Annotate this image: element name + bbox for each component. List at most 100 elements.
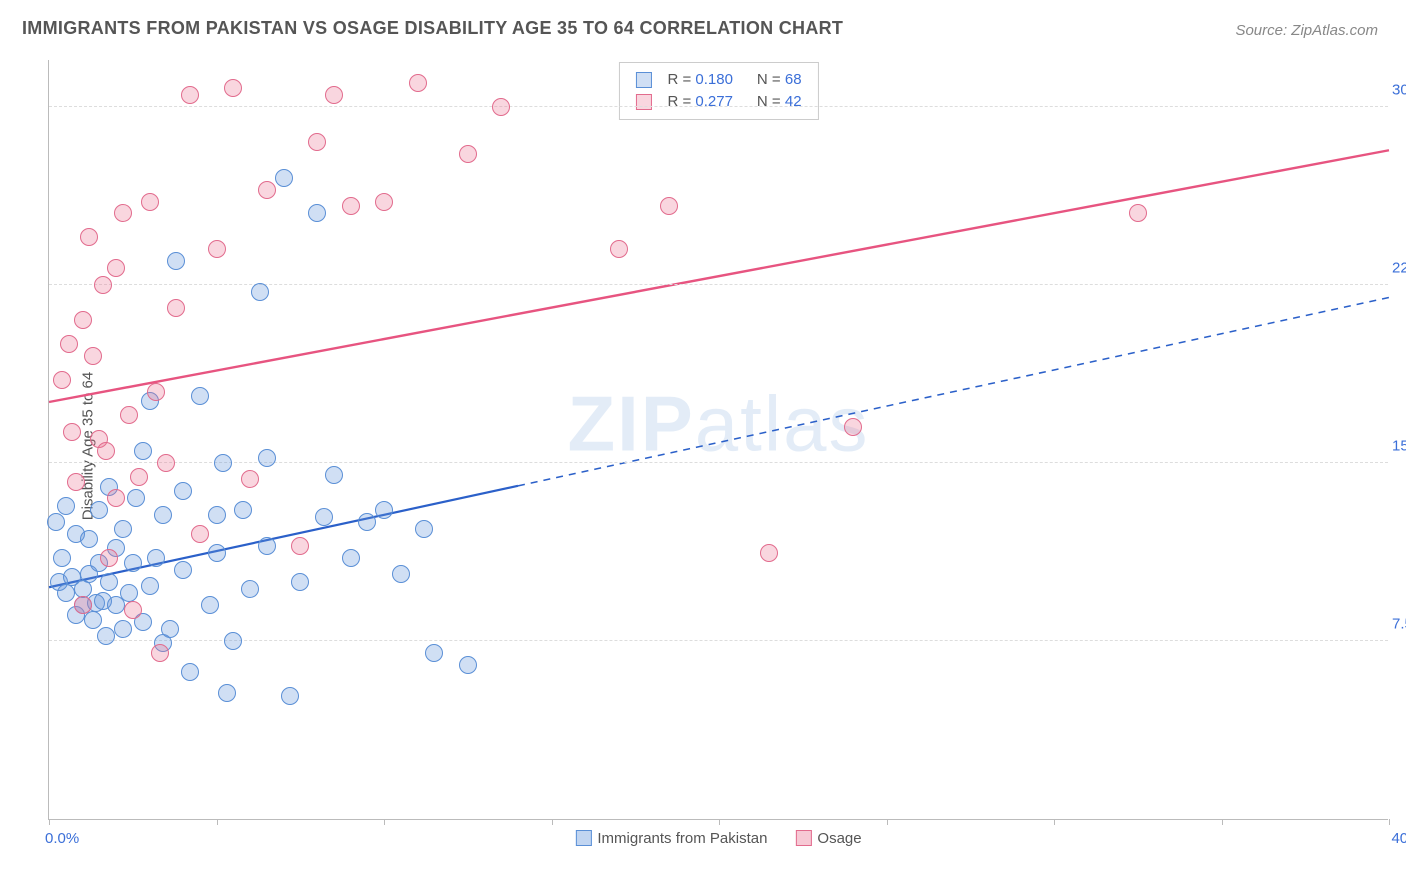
source-label: Source: ZipAtlas.com	[1235, 22, 1378, 39]
data-point	[124, 601, 142, 619]
data-point	[208, 544, 226, 562]
data-point	[241, 580, 259, 598]
data-point	[120, 584, 138, 602]
data-point	[1129, 204, 1147, 222]
data-point	[415, 520, 433, 538]
gridline	[49, 462, 1388, 463]
data-point	[308, 204, 326, 222]
legend-item: Osage	[795, 830, 861, 847]
data-point	[147, 383, 165, 401]
data-point	[114, 520, 132, 538]
scatter-plot: ZIPatlas R = 0.180N = 68R = 0.277N = 42 …	[48, 60, 1388, 820]
data-point	[94, 276, 112, 294]
data-point	[80, 530, 98, 548]
data-point	[74, 596, 92, 614]
data-point	[130, 468, 148, 486]
data-point	[760, 544, 778, 562]
y-tick-label: 30.0%	[1392, 81, 1406, 98]
x-tick-mark	[887, 819, 888, 825]
data-point	[134, 442, 152, 460]
data-point	[342, 197, 360, 215]
data-point	[47, 513, 65, 531]
data-point	[57, 584, 75, 602]
data-point	[57, 497, 75, 515]
x-axis-min-label: 0.0%	[45, 830, 79, 847]
data-point	[63, 423, 81, 441]
data-point	[141, 577, 159, 595]
correlation-legend: R = 0.180N = 68R = 0.277N = 42	[618, 62, 818, 120]
data-point	[325, 86, 343, 104]
data-point	[425, 644, 443, 662]
x-axis-max-label: 40.0%	[1391, 830, 1406, 847]
data-point	[157, 454, 175, 472]
data-point	[342, 549, 360, 567]
data-point	[167, 252, 185, 270]
data-point	[100, 549, 118, 567]
x-tick-mark	[49, 819, 50, 825]
data-point	[610, 240, 628, 258]
data-point	[844, 418, 862, 436]
legend-stat-row: R = 0.180N = 68	[635, 69, 801, 91]
data-point	[174, 482, 192, 500]
data-point	[291, 537, 309, 555]
data-point	[358, 513, 376, 531]
data-point	[181, 663, 199, 681]
data-point	[53, 371, 71, 389]
gridline	[49, 106, 1388, 107]
data-point	[167, 299, 185, 317]
data-point	[107, 259, 125, 277]
data-point	[84, 347, 102, 365]
x-tick-mark	[1054, 819, 1055, 825]
data-point	[74, 311, 92, 329]
data-point	[214, 454, 232, 472]
data-point	[409, 74, 427, 92]
y-tick-label: 15.0%	[1392, 437, 1406, 454]
data-point	[67, 473, 85, 491]
data-point	[147, 549, 165, 567]
data-point	[251, 283, 269, 301]
data-point	[234, 501, 252, 519]
data-point	[208, 506, 226, 524]
legend-item: Immigrants from Pakistan	[575, 830, 767, 847]
x-tick-mark	[217, 819, 218, 825]
data-point	[325, 466, 343, 484]
legend-stat-row: R = 0.277N = 42	[635, 91, 801, 113]
data-point	[241, 470, 259, 488]
data-point	[151, 644, 169, 662]
data-point	[97, 442, 115, 460]
data-point	[275, 169, 293, 187]
data-point	[80, 228, 98, 246]
data-point	[224, 632, 242, 650]
data-point	[120, 406, 138, 424]
data-point	[459, 145, 477, 163]
series-legend: Immigrants from Pakistan Osage	[575, 830, 861, 847]
x-tick-mark	[719, 819, 720, 825]
data-point	[124, 554, 142, 572]
data-point	[60, 335, 78, 353]
data-point	[281, 687, 299, 705]
data-point	[375, 501, 393, 519]
y-tick-label: 7.5%	[1392, 615, 1406, 632]
data-point	[161, 620, 179, 638]
data-point	[191, 525, 209, 543]
data-point	[208, 240, 226, 258]
data-point	[201, 596, 219, 614]
data-point	[258, 537, 276, 555]
data-point	[660, 197, 678, 215]
data-point	[315, 508, 333, 526]
data-point	[459, 656, 477, 674]
watermark: ZIPatlas	[567, 379, 869, 470]
data-point	[127, 489, 145, 507]
data-point	[492, 98, 510, 116]
data-point	[218, 684, 236, 702]
data-point	[174, 561, 192, 579]
y-tick-label: 22.5%	[1392, 259, 1406, 276]
data-point	[90, 501, 108, 519]
data-point	[181, 86, 199, 104]
data-point	[100, 573, 118, 591]
x-tick-mark	[552, 819, 553, 825]
data-point	[375, 193, 393, 211]
data-point	[392, 565, 410, 583]
data-point	[141, 193, 159, 211]
data-point	[224, 79, 242, 97]
